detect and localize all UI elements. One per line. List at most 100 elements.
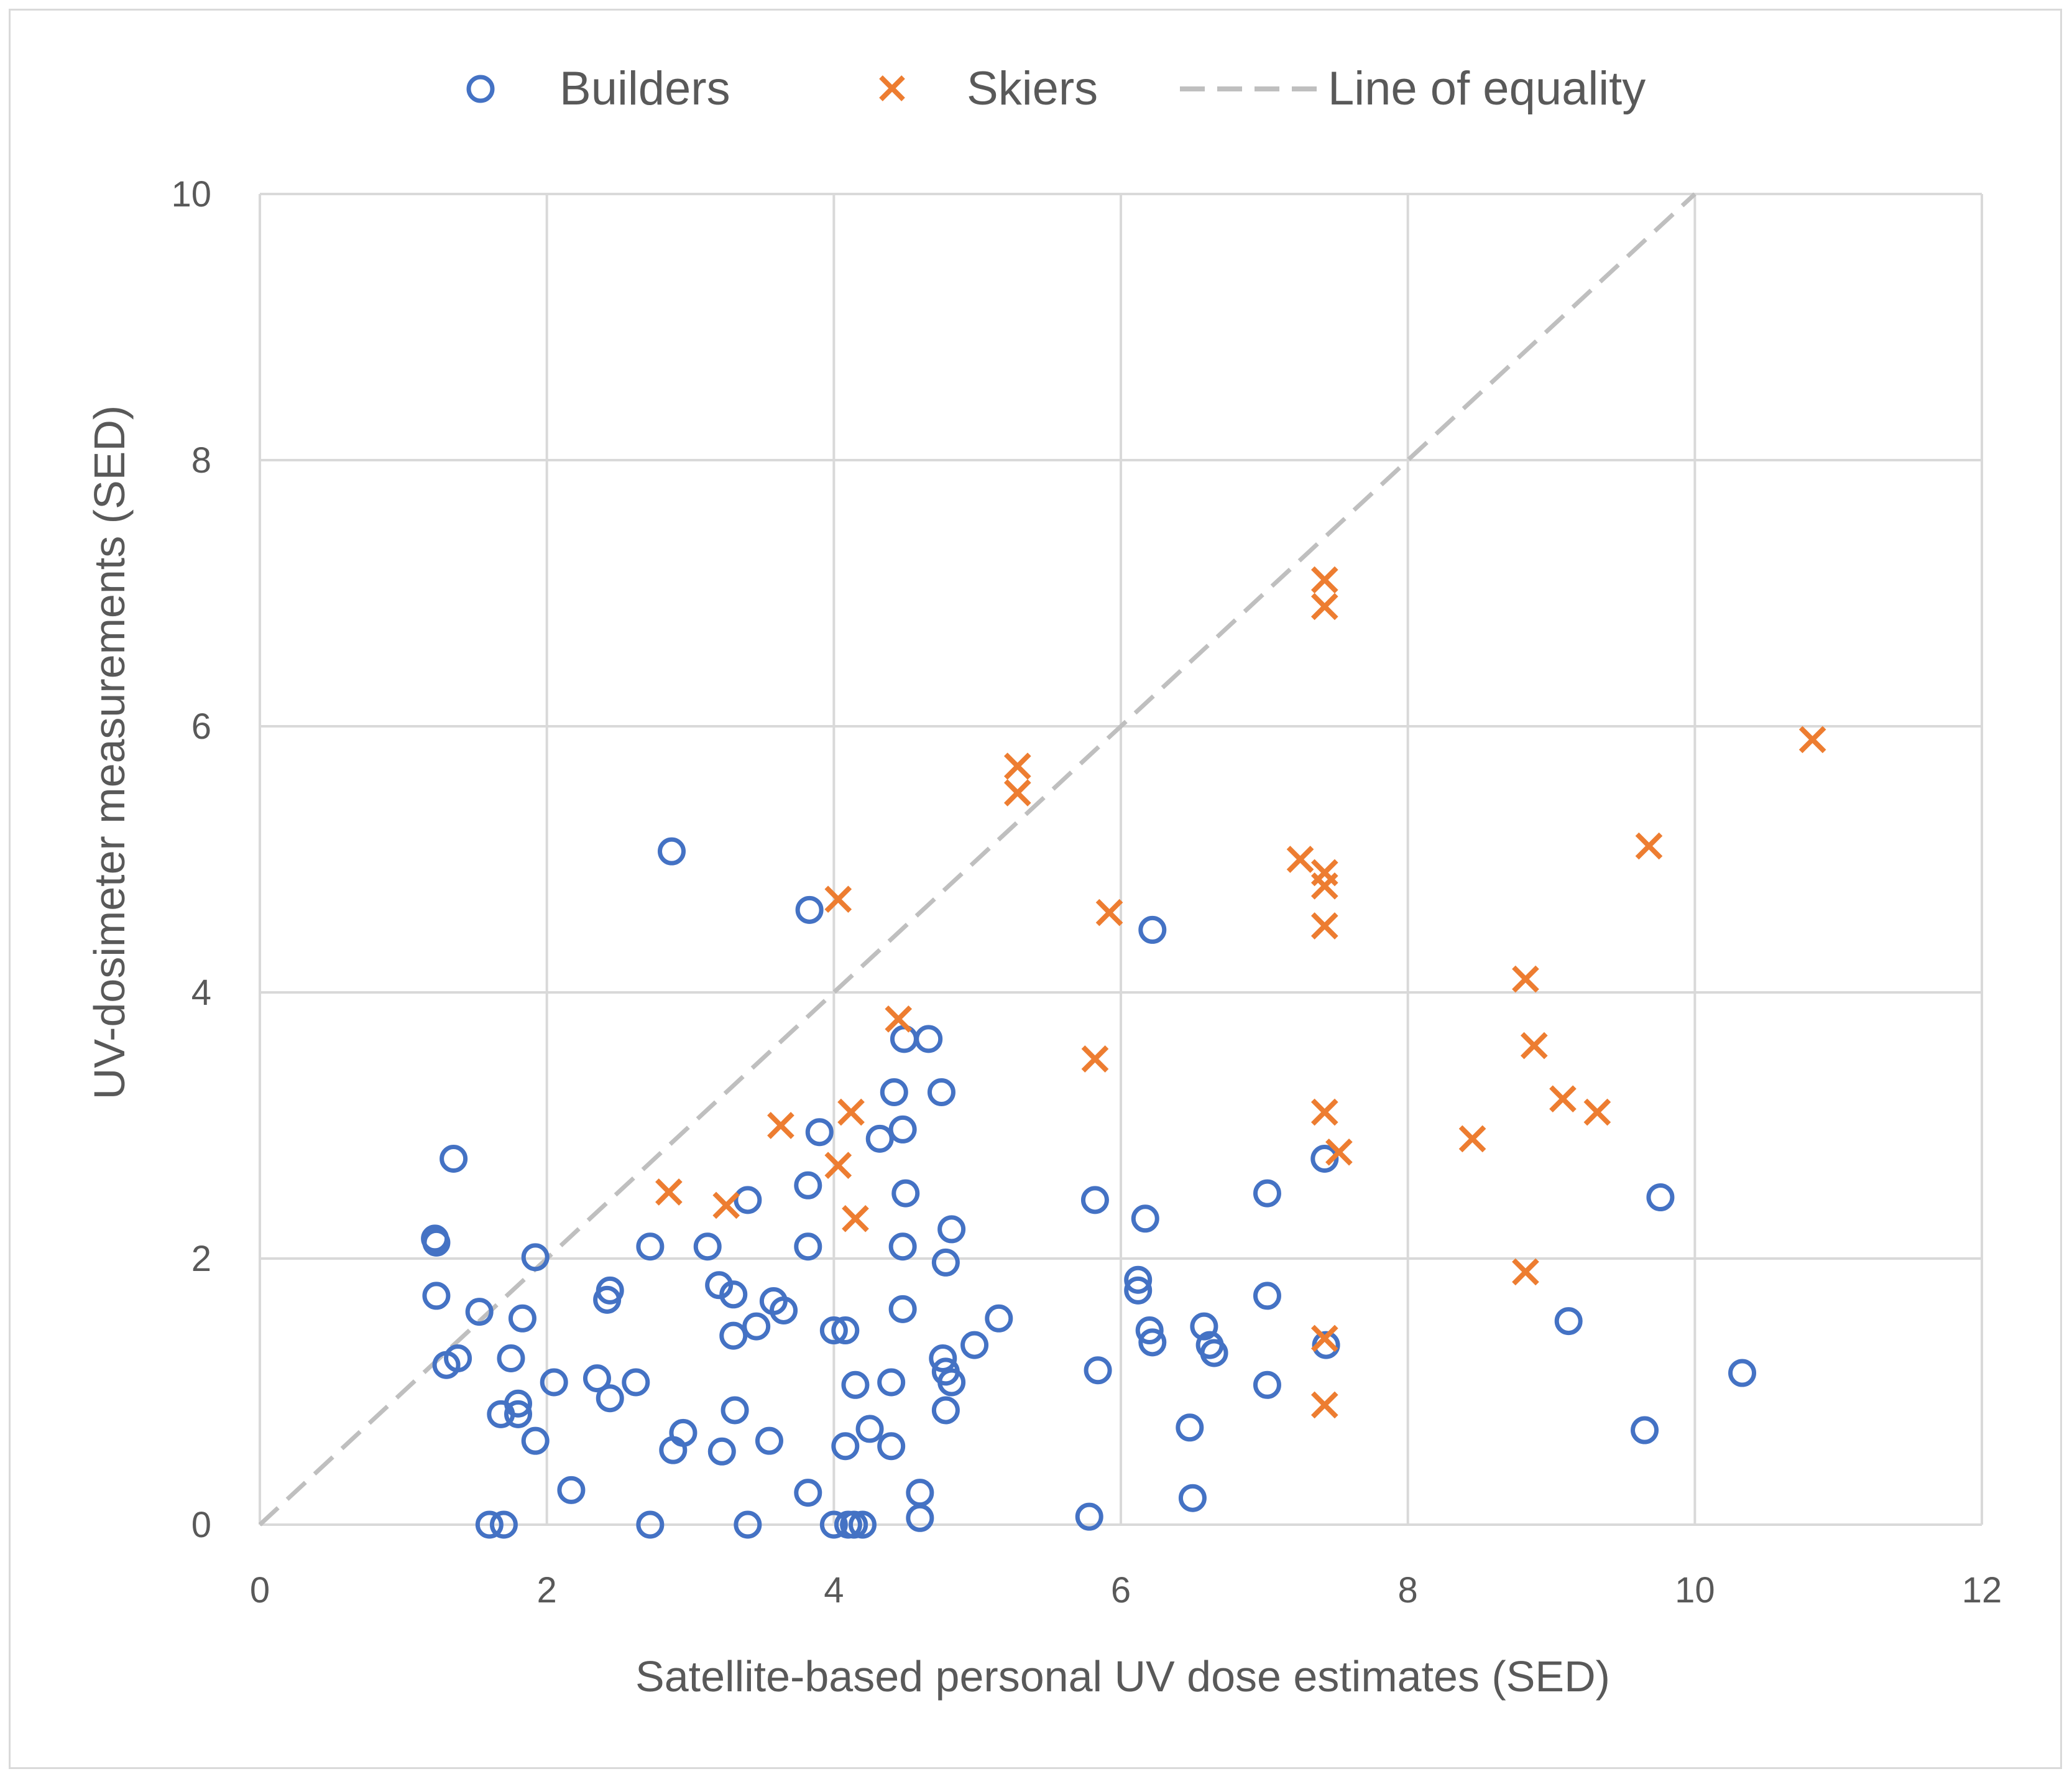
builder-point	[931, 1396, 960, 1425]
builder-point	[1190, 1312, 1218, 1341]
skier-point	[767, 1112, 794, 1139]
builder-point	[705, 1271, 734, 1300]
builder-point	[849, 1510, 877, 1539]
builder-point	[734, 1186, 762, 1214]
builder-point	[504, 1400, 532, 1428]
x-axis-title: Satellite-based personal UV dose estimat…	[635, 1652, 1610, 1701]
builder-point	[1253, 1179, 1281, 1208]
builder-point	[422, 1228, 451, 1257]
builder-point	[888, 1115, 917, 1144]
skier-point	[1081, 1045, 1109, 1073]
builder-point	[693, 1232, 722, 1261]
builder-point	[1310, 1145, 1339, 1173]
skier-point	[1520, 1032, 1548, 1060]
builder-point	[927, 1078, 955, 1106]
builder-point	[521, 1243, 550, 1272]
skier-point	[1310, 1098, 1338, 1126]
skier-point	[824, 1152, 852, 1180]
x-tick-label: 6	[1111, 1570, 1131, 1610]
skier-point	[1325, 1138, 1353, 1166]
skier-point	[1798, 726, 1826, 754]
skier-point	[1286, 846, 1314, 873]
builder-point	[719, 1321, 748, 1350]
builder-point	[877, 1432, 906, 1461]
builder-point	[985, 1304, 1013, 1333]
builders-points	[421, 837, 1757, 1539]
skier-point	[1310, 912, 1338, 940]
builder-point	[521, 1426, 550, 1455]
builder-point	[865, 1124, 894, 1153]
builder-point	[734, 1510, 762, 1539]
builder-point	[707, 1437, 736, 1466]
x-tick-label: 0	[250, 1570, 270, 1610]
legend-skiers-marker	[879, 75, 905, 101]
builder-point	[540, 1368, 568, 1397]
y-tick-label: 10	[171, 174, 211, 215]
builder-point	[622, 1368, 650, 1397]
line-of-equality	[258, 192, 1697, 1527]
skier-point	[824, 885, 852, 913]
y-tick-label: 4	[191, 973, 211, 1013]
builder-point	[937, 1215, 966, 1244]
builder-point	[596, 1384, 624, 1413]
chart-frame	[9, 9, 2062, 1769]
builder-point	[475, 1510, 504, 1539]
legend-equality-label: Line of equality	[1328, 62, 1646, 115]
builder-point	[794, 1479, 822, 1507]
skier-point	[1310, 872, 1338, 900]
builder-point	[906, 1479, 934, 1507]
builder-point	[880, 1078, 908, 1106]
builder-point	[721, 1396, 749, 1425]
y-tick-label: 8	[191, 440, 211, 481]
builder-point	[770, 1296, 798, 1324]
builder-point	[795, 895, 824, 924]
builder-point	[636, 1510, 665, 1539]
builder-point	[1080, 1186, 1109, 1214]
grid-lines	[259, 193, 1983, 1526]
builder-point	[891, 1179, 920, 1208]
legend: Builders Skiers Line of equality	[466, 62, 1646, 115]
builder-point	[960, 1331, 989, 1359]
x-tick-label: 2	[537, 1570, 557, 1610]
y-tick-label: 6	[191, 706, 211, 747]
skier-point	[1549, 1085, 1577, 1113]
legend-skiers-label: Skiers	[967, 62, 1098, 115]
builder-point	[636, 1232, 665, 1261]
builder-point	[1124, 1265, 1153, 1294]
builder-point	[937, 1368, 966, 1397]
builder-point	[508, 1304, 536, 1333]
builder-point	[1312, 1331, 1340, 1359]
builder-point	[1200, 1339, 1228, 1367]
builder-point	[1138, 1328, 1167, 1357]
builder-point	[1253, 1370, 1281, 1399]
x-tick-label: 10	[1675, 1570, 1715, 1610]
builder-point	[557, 1476, 586, 1504]
builder-point	[1176, 1413, 1204, 1442]
skier-point	[1095, 899, 1123, 926]
builder-point	[596, 1276, 624, 1305]
skier-point	[655, 1178, 683, 1206]
builder-point	[831, 1432, 860, 1461]
builder-point	[888, 1295, 917, 1323]
builder-point	[855, 1415, 884, 1443]
builder-point	[819, 1316, 848, 1345]
builder-point	[1075, 1502, 1103, 1531]
builder-point	[1138, 915, 1167, 944]
builder-point	[657, 837, 686, 866]
builder-point	[489, 1510, 518, 1539]
builder-point	[1124, 1276, 1153, 1305]
builder-point	[890, 1025, 918, 1053]
builder-point	[1178, 1484, 1207, 1512]
builder-point	[1253, 1282, 1281, 1310]
builder-point	[840, 1510, 868, 1539]
builder-point	[877, 1368, 906, 1397]
builder-point	[1554, 1307, 1583, 1336]
builder-point	[755, 1426, 783, 1455]
builder-point	[929, 1344, 957, 1372]
x-tick-label: 12	[1962, 1570, 2002, 1610]
builder-point	[819, 1510, 848, 1539]
builder-point	[1131, 1204, 1159, 1233]
y-tick-label: 2	[191, 1239, 211, 1279]
builder-point	[465, 1298, 494, 1326]
